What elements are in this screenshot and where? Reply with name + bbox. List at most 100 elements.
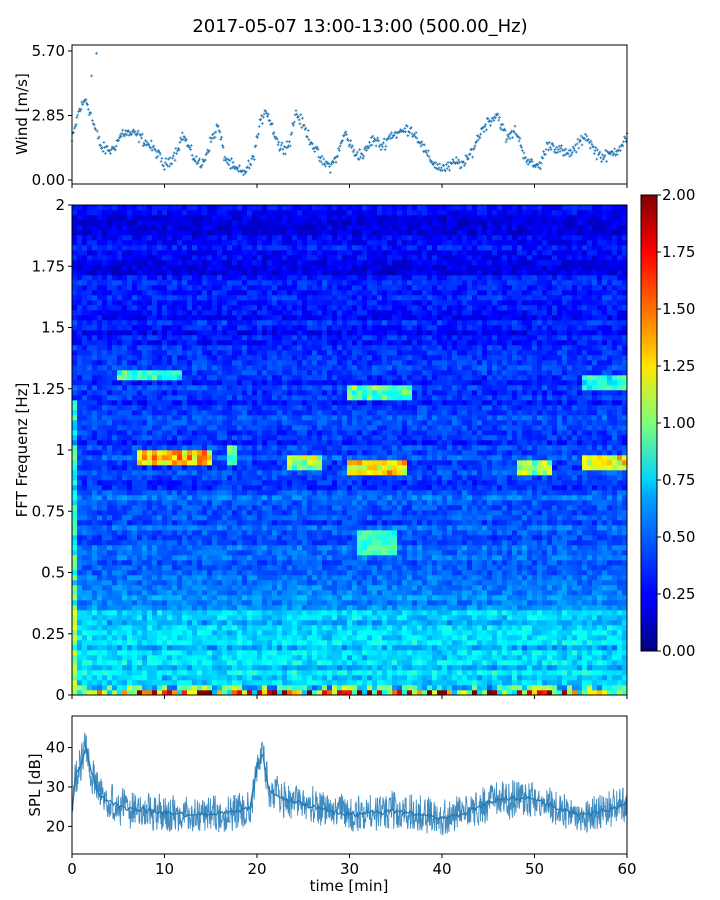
spectrogram-cell — [287, 455, 293, 461]
spectrogram-cell — [147, 240, 153, 246]
spectrogram-cell — [82, 285, 88, 291]
spectrogram-cell — [217, 410, 223, 416]
wind-point — [442, 164, 446, 167]
spectrogram-cell — [157, 370, 163, 376]
spectrogram-cell — [107, 265, 113, 271]
spectrogram-cell — [202, 255, 208, 261]
spectrogram-cell — [212, 455, 218, 461]
spectrogram-cell — [102, 625, 108, 631]
spectrogram-cell — [132, 510, 138, 516]
spectrogram-cell — [227, 690, 233, 696]
spectrogram-cell — [282, 325, 288, 331]
spectrogram-cell — [77, 630, 83, 636]
spectrogram-cell — [277, 535, 283, 541]
wind-point — [264, 109, 268, 113]
spectrogram-cell — [237, 220, 243, 226]
spectrogram-cell — [162, 470, 168, 476]
spectrogram-cell — [97, 435, 103, 441]
spectrogram-cell — [197, 425, 203, 431]
spectrogram-cell — [137, 685, 143, 691]
spectrogram-cell — [122, 580, 128, 586]
wind-point — [77, 110, 80, 113]
spectrogram-cell — [182, 490, 188, 496]
spectrogram-cell — [232, 270, 238, 276]
spectrogram-cell — [247, 260, 253, 266]
spectrogram-cell — [287, 285, 293, 291]
spectrogram-cell — [287, 360, 293, 366]
spectrogram-cell — [167, 435, 173, 441]
spectrogram-cell — [247, 385, 253, 391]
spectrogram-cell — [112, 505, 118, 511]
spectrogram-cell — [282, 480, 288, 486]
spectrogram-cell — [167, 390, 173, 396]
wind-point — [526, 163, 530, 166]
spectrogram-cell — [182, 410, 188, 416]
spectrogram-cell — [132, 600, 138, 606]
spectrogram-cell — [272, 525, 278, 531]
spectrogram-cell — [202, 335, 208, 341]
spectrogram-cell — [152, 555, 158, 561]
spectrogram-cell — [152, 440, 158, 446]
spectrogram-cell — [227, 290, 233, 296]
spectrogram-cell — [192, 655, 198, 661]
spectrogram-cell — [87, 540, 93, 546]
wind-point — [250, 157, 254, 161]
wind-point — [299, 113, 303, 117]
spectrogram-cell — [152, 390, 158, 396]
spectrogram-cell — [97, 690, 103, 696]
spectrogram-cell — [282, 475, 288, 481]
spectrogram-cell — [202, 435, 208, 441]
spectrogram-cell — [262, 540, 268, 546]
spectrogram-cell — [112, 365, 118, 371]
spectrogram-cell — [247, 535, 253, 541]
spectrogram-cell — [227, 555, 233, 561]
spectrogram-cell — [287, 450, 293, 456]
spectrogram-cell — [132, 325, 138, 331]
spectrogram-cell — [142, 500, 148, 506]
spectrogram-cell — [182, 635, 188, 641]
spectrogram-cell — [107, 470, 113, 476]
spectrogram-cell — [72, 640, 78, 646]
spectrogram-cell — [252, 210, 258, 216]
spectrogram-cell — [287, 330, 293, 336]
spectrogram-cell — [262, 375, 268, 381]
spectrogram-cell — [207, 250, 213, 256]
spectrogram-cell — [117, 230, 123, 236]
spectrogram-cell — [282, 455, 288, 461]
spectrogram-cell — [142, 310, 148, 316]
spectrogram-cell — [237, 235, 243, 241]
spectrogram-cell — [182, 655, 188, 661]
spectrogram-cell — [157, 265, 163, 271]
spectrogram-cell — [172, 205, 178, 211]
spectrogram-cell — [92, 585, 98, 591]
spectrogram-cell — [152, 660, 158, 666]
spectrogram-cell — [132, 490, 138, 496]
spectrogram-cell — [257, 295, 263, 301]
spectrogram-cell — [122, 445, 128, 451]
spectrogram-cell — [157, 365, 163, 371]
spectrogram-cell — [117, 495, 123, 501]
spectrogram-cell — [202, 635, 208, 641]
spectrogram-cell — [142, 445, 148, 451]
spectrogram-cell — [102, 320, 108, 326]
spectrogram-cell — [212, 590, 218, 596]
wind-point — [127, 129, 130, 133]
spectrogram-cell — [157, 520, 163, 526]
spectrogram-cell — [162, 340, 168, 346]
spectrogram-cell — [272, 245, 278, 251]
spectrogram-cell — [192, 260, 198, 266]
spectrogram-cell — [252, 315, 258, 321]
spectrogram-cell — [212, 555, 218, 561]
spectrogram-cell — [267, 650, 273, 656]
spectrogram-cell — [287, 295, 293, 301]
spectrogram-cell — [167, 595, 173, 601]
spectrogram-cell — [242, 420, 248, 426]
spectrogram-cell — [132, 295, 138, 301]
wind-point — [168, 156, 172, 160]
spectrogram-cell — [277, 520, 283, 526]
spectrogram-cell — [162, 665, 168, 671]
spectrogram-cell — [242, 235, 248, 241]
spectrogram-cell — [197, 670, 203, 676]
spectrogram-cell — [262, 425, 268, 431]
spectrogram-cell — [257, 210, 263, 216]
